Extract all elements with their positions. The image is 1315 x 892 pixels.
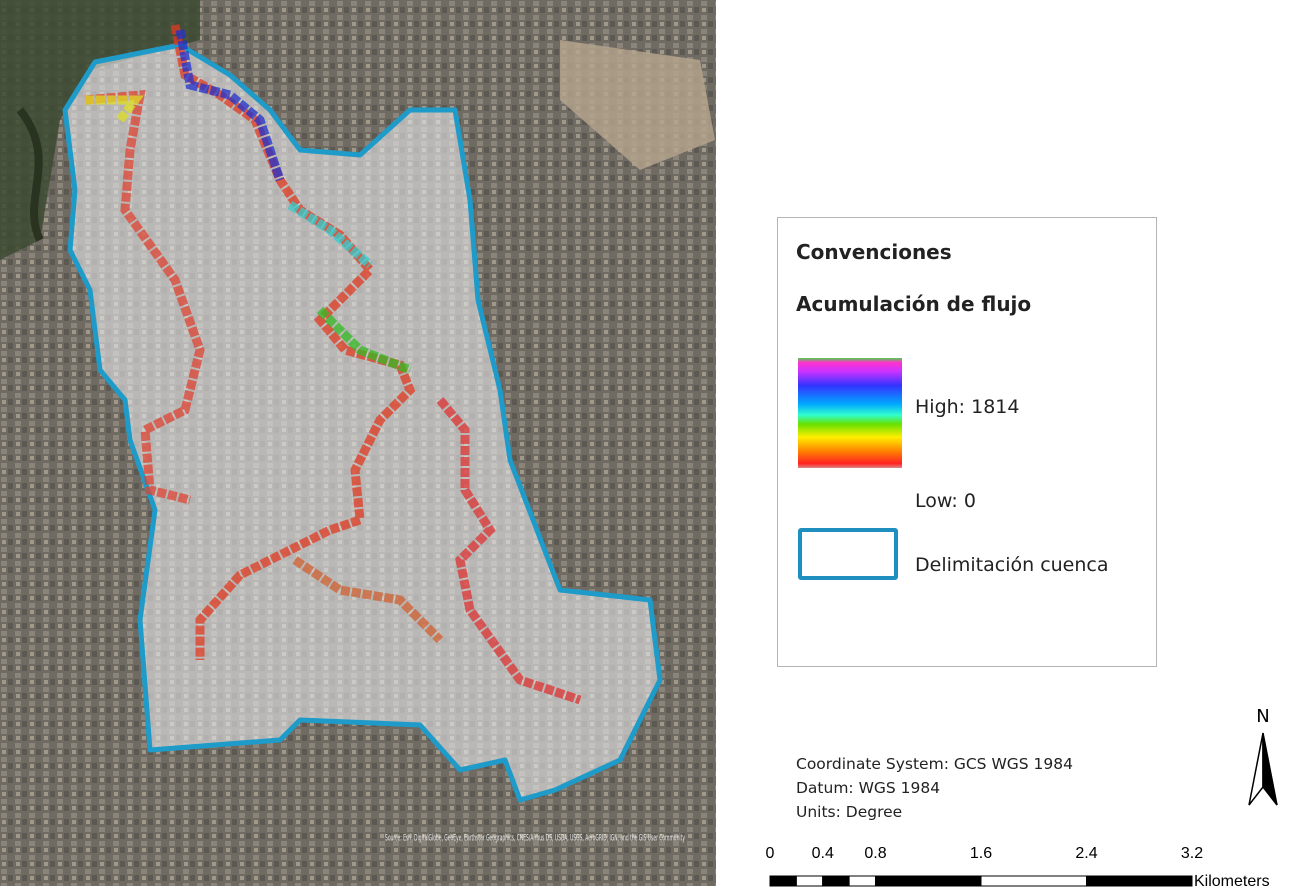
scale-tick-label: 0.8: [864, 845, 886, 862]
scale-segment: [981, 876, 1087, 886]
scale-segment: [823, 876, 849, 886]
scale-tick-label: 2.4: [1075, 845, 1097, 862]
north-arrow: N: [1245, 705, 1305, 815]
legend-basin: Delimitación cuenca: [915, 554, 1109, 576]
legend-low: Low: 0: [915, 490, 976, 512]
legend-title: Convenciones: [796, 240, 952, 264]
arrow-right: [1263, 733, 1277, 805]
scale-bar: 0 0.4 0.8 1.6 2.4 3.2 Kilometers: [755, 842, 1315, 892]
units: Units: Degree: [796, 803, 902, 821]
attribution: Source: Esri, DigitalGlobe, GeoEye, Eart…: [385, 834, 685, 844]
scale-segment: [876, 876, 982, 886]
map-layout: Source: Esri, DigitalGlobe, GeoEye, Eart…: [0, 0, 1315, 892]
legend-high: High: 1814: [915, 396, 1019, 418]
arrow-left: [1249, 733, 1263, 805]
legend-box: Convenciones Acumulación de flujo High: …: [777, 217, 1157, 667]
coordinate-system: Coordinate System: GCS WGS 1984: [796, 755, 1073, 773]
scale-segment: [1087, 876, 1193, 886]
legend-subtitle: Acumulación de flujo: [796, 292, 1031, 316]
scale-segment: [770, 876, 796, 886]
north-label: N: [1256, 706, 1269, 727]
color-ramp: [798, 358, 902, 468]
scale-tick-label: 0.4: [812, 845, 834, 862]
datum: Datum: WGS 1984: [796, 779, 940, 797]
basin-swatch: [798, 528, 898, 580]
scale-tick-label: 3.2: [1181, 845, 1203, 862]
map-frame: Source: Esri, DigitalGlobe, GeoEye, Eart…: [0, 0, 716, 886]
scale-segment: [849, 876, 875, 886]
scale-segment: [796, 876, 822, 886]
scale-unit: Kilometers: [1194, 873, 1270, 890]
scale-tick-label: 0: [766, 845, 775, 862]
scale-tick-label: 1.6: [970, 845, 992, 862]
